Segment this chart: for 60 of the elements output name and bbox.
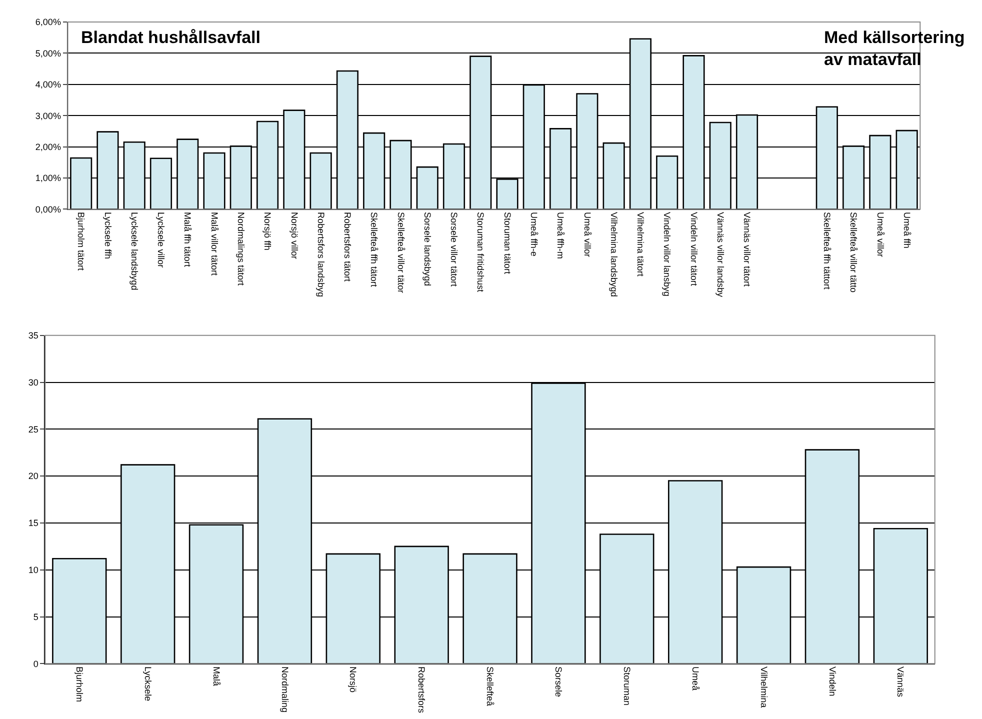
y-tick-label: 15 (28, 518, 38, 528)
y-tick-label: 20 (28, 471, 38, 482)
annotation: Med källsortering av matavfall (824, 28, 965, 70)
x-tick-label: Umeå ffh (902, 212, 912, 248)
x-tick-label: Storuman fritidshust (476, 212, 486, 293)
x-tick-label: Vindeln villor lansbyg (662, 212, 672, 296)
x-tick-label: Vilhelmina tätort (636, 212, 646, 277)
x-tick-label: Norsjö ffh (262, 212, 273, 250)
x-tick-label: Lycksele villor (156, 212, 166, 268)
x-tick-label: Vilhelmina landsbygd (608, 212, 619, 297)
x-tick-label: Bjurholm tätort (76, 212, 86, 272)
x-tick-label: Skellefteå ffh tätort (369, 212, 380, 288)
x-tick-label: Storuman (622, 666, 632, 706)
x-tick-label: Skellefteå (485, 666, 496, 706)
x-tick-label: Norsjö villor (289, 212, 300, 260)
x-tick-label: Sorsele (554, 666, 564, 697)
x-tick-label: Malå villor tätort (209, 212, 220, 276)
x-tick-label: Umeå ffh-m (556, 212, 566, 259)
x-tick-label: Vännäs villor landsby (715, 212, 726, 298)
y-tick-label: 35 (28, 330, 38, 341)
x-tick-label: Umeå villor (582, 212, 592, 258)
x-tick-label: Malå (211, 666, 222, 686)
x-tick-label: Norsjö (348, 666, 358, 692)
x-tick-label: Storuman tätort (502, 212, 512, 275)
y-tick-label: 4,00% (35, 80, 61, 90)
x-tick-label: Skellefteå villor tätto (848, 212, 859, 293)
y-tick-label: 6,00% (35, 17, 61, 28)
x-tick-label: Umeå (690, 666, 700, 690)
y-tick-label: 2,00% (35, 142, 61, 152)
x-tick-label: Skellefteå ffh tättort (822, 212, 832, 290)
x-tick-label: Robertsfors (416, 666, 427, 714)
y-tick-label: 3,00% (35, 110, 61, 121)
annotation: Blandat hushållsavfall (81, 28, 260, 47)
x-tick-label: Robertsfors tätort (342, 212, 353, 282)
x-tick-label: Nordmaling (280, 666, 290, 712)
x-tick-label: Vännäs (896, 666, 906, 698)
x-tick-label: Umeå ffh-e (528, 212, 539, 256)
x-tick-label: Vindeln villor tätort (688, 212, 699, 286)
x-tick-label: Vindeln (827, 666, 838, 696)
x-tick-label: Sorsele villor tätort (449, 212, 460, 288)
y-tick-label: 5 (33, 612, 38, 622)
y-tick-label: 10 (28, 565, 38, 576)
x-tick-label: Nordmalings tätort (236, 212, 246, 286)
y-tick-label: 0 (33, 658, 38, 669)
x-tick-label: Umeå villor (875, 212, 886, 258)
x-tick-label: Lycksele landsbygd (129, 212, 140, 290)
y-tick-label: 30 (28, 377, 38, 388)
x-tick-label: Lycksele ffh (102, 212, 113, 260)
x-tick-label: Sorsele landsbygd (422, 212, 432, 286)
x-tick-label: Robertsfors landsbyg (316, 212, 326, 298)
y-tick-label: 5,00% (35, 48, 61, 58)
x-tick-label: Skellefteå villor tätor (396, 212, 406, 294)
x-tick-label: Lycksele (142, 666, 153, 702)
y-tick-label: 25 (28, 424, 38, 434)
x-tick-label: Vilhelmina (758, 666, 769, 708)
x-tick-label: Vännäs villor tätort (742, 212, 752, 288)
y-tick-label: 0,00% (35, 204, 61, 214)
y-tick-label: 1,00% (35, 173, 61, 184)
x-tick-label: Bjurholm (74, 666, 84, 702)
x-tick-label: Malå ffh tätort (182, 212, 193, 268)
